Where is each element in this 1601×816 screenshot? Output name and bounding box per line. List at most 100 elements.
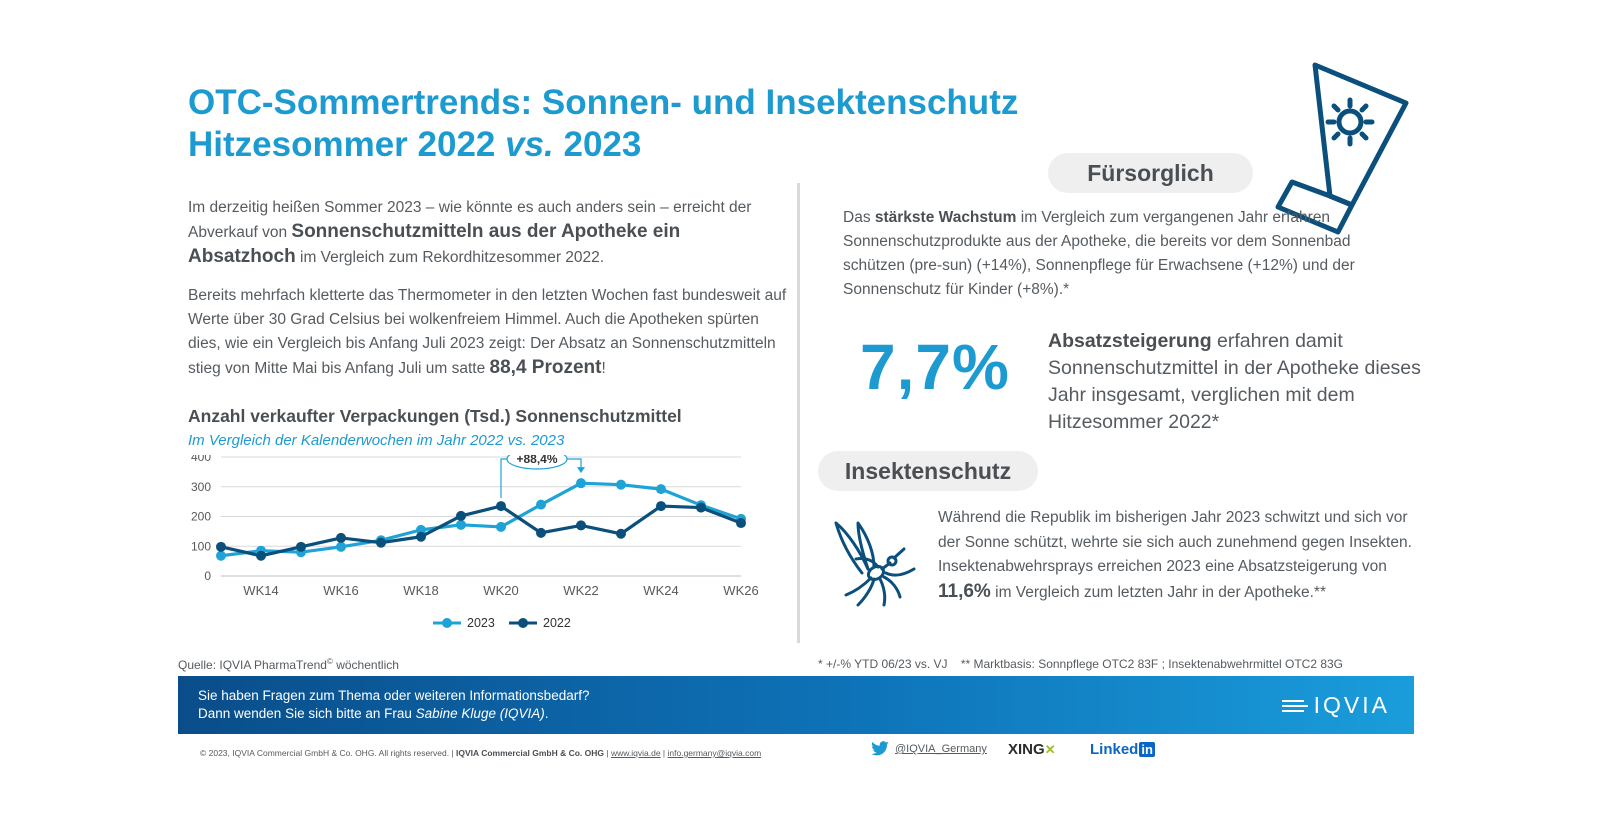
source-suffix: wöchentlich xyxy=(332,658,399,672)
x-tick-label: WK22 xyxy=(563,583,598,598)
y-tick-label: 400 xyxy=(191,455,211,464)
mosquito-icon xyxy=(834,521,916,607)
data-point-2022 xyxy=(656,501,666,512)
data-point-2023 xyxy=(576,478,586,489)
series-line-2023 xyxy=(220,481,742,558)
x-tick-label: WK24 xyxy=(643,583,678,598)
xing-logo: XING xyxy=(1008,741,1045,758)
data-point-2023 xyxy=(656,484,666,495)
highlight-text-bold: Absatzsteigerung xyxy=(1048,330,1212,352)
title-line-2-vs: vs. xyxy=(505,125,554,164)
footer-email-link[interactable]: info.germany@iqvia.com xyxy=(667,748,762,758)
highlight-text: Absatzsteigerung erfahren damit Sonnensc… xyxy=(1048,328,1428,436)
data-point-2022 xyxy=(456,510,466,521)
fuersorglich-text: Das stärkste Wachstum im Vergleich zum v… xyxy=(843,206,1363,302)
intro-p2-bold: 88,4 Prozent xyxy=(489,357,602,378)
source-sup: © xyxy=(326,657,333,666)
chart-title: Anzahl verkaufter Verpackungen (Tsd.) So… xyxy=(188,406,682,426)
intro-p2-b: ! xyxy=(601,360,606,377)
intro-paragraph-1: Im derzeitig heißen Sommer 2023 – wie kö… xyxy=(188,196,788,270)
chart-subtitle: Im Vergleich der Kalenderwochen im Jahr … xyxy=(188,432,565,449)
footer-sep-1: | xyxy=(449,748,457,758)
legend-label: 2023 xyxy=(467,616,495,630)
data-point-2023 xyxy=(536,499,546,510)
pill-insektenschutz: Insektenschutz xyxy=(818,451,1038,491)
data-point-2022 xyxy=(216,541,226,552)
data-point-2023 xyxy=(616,479,626,490)
fuersorglich-text-b: im Vergleich zum vergangenen Jahr erfahr… xyxy=(843,209,1355,298)
x-tick-label: WK16 xyxy=(323,583,358,598)
y-tick-label: 200 xyxy=(191,510,211,524)
footer-copyright: © 2023, IQVIA Commercial GmbH & Co. OHG.… xyxy=(200,748,450,758)
x-tick-label: WK26 xyxy=(723,583,758,598)
insektenschutz-text-a: Während die Republik im bisherigen Jahr … xyxy=(938,509,1412,575)
linkedin-in-icon: in xyxy=(1139,742,1155,757)
pill-fuersorglich: Fürsorglich xyxy=(1048,153,1253,193)
highlight-number: 7,7% xyxy=(860,331,1010,403)
footer-web-link[interactable]: www.iqvia.de xyxy=(610,748,661,758)
footnotes: * +/-% YTD 06/23 vs. VJ ** Marktbasis: S… xyxy=(818,657,1344,671)
data-point-2022 xyxy=(296,541,306,552)
intro-p1-b: im Vergleich zum Rekordhitzesommer 2022. xyxy=(295,249,605,266)
annotation-bubble xyxy=(506,455,568,470)
fuersorglich-text-a: Das xyxy=(843,209,875,226)
data-point-2022 xyxy=(616,528,626,539)
data-point-2022 xyxy=(536,527,546,538)
data-point-2023 xyxy=(336,541,346,552)
line-chart: 0 100 200 300 400 WK14 WK16 WK18 WK20 WK22 WK24 WK2… xyxy=(191,455,759,630)
source-note: Quelle: IQVIA PharmaTrend© wöchentlich xyxy=(178,657,399,672)
data-point-2022 xyxy=(496,501,506,512)
insektenschutz-text-b: im Vergleich zum letzten Jahr in der Apo… xyxy=(990,583,1326,601)
banner-line-1: Sie haben Fragen zum Thema oder weiteren… xyxy=(198,688,590,703)
legend-label: 2022 xyxy=(543,616,571,630)
highlight-text-rest: erfahren damit Sonnenschutzmittel in der… xyxy=(1048,330,1421,433)
banner-line-2: Dann wenden Sie sich bitte an Frau Sabin… xyxy=(198,706,548,721)
y-tick-label: 0 xyxy=(204,569,211,583)
intro-p1-a: Im derzeitig heißen Sommer 2023 – wie kö… xyxy=(188,199,752,241)
data-point-2022 xyxy=(576,520,586,531)
twitter-link[interactable]: @IQVIA_Germany xyxy=(870,741,987,757)
legend-marker-2023 xyxy=(442,618,452,628)
banner-line-2-a: Dann wenden Sie sich bitte an Frau xyxy=(198,706,416,721)
data-point-2023 xyxy=(416,524,426,535)
y-tick-label: 300 xyxy=(191,480,211,494)
series-line-2022 xyxy=(220,504,742,558)
sunscreen-tube-icon xyxy=(1275,62,1409,235)
y-tick-label: 100 xyxy=(191,539,211,553)
data-point-2022 xyxy=(416,531,426,542)
x-tick-label: WK20 xyxy=(483,583,518,598)
source-text: Quelle: IQVIA PharmaTrend xyxy=(178,658,327,672)
linkedin-logo-a: Linked xyxy=(1090,741,1139,758)
data-point-2022 xyxy=(256,550,266,561)
annotation-label: +88,4% xyxy=(516,455,557,466)
intro-p2-a: Bereits mehrfach kletterte das Thermomet… xyxy=(188,287,787,377)
vertical-divider xyxy=(797,183,800,643)
legend-marker-2022 xyxy=(518,618,528,628)
title-line-2-a: Hitzesommer 2022 xyxy=(188,125,506,164)
intro-p1-bold: Sonnenschutzmitteln aus der Apotheke ein… xyxy=(188,221,681,267)
linkedin-link[interactable]: Linked in xyxy=(1090,741,1155,758)
title-line-2-b: 2023 xyxy=(553,125,642,164)
page-title: OTC-Sommertrends: Sonnen- und Insektensc… xyxy=(188,82,1108,166)
banner-line-2-b: . xyxy=(544,706,549,721)
title-line-2: Hitzesommer 2022 vs. 2023 xyxy=(188,124,1108,166)
intro-text: Im derzeitig heißen Sommer 2023 – wie kö… xyxy=(188,196,788,395)
data-point-2022 xyxy=(736,518,746,529)
xing-link[interactable]: XING ✕ xyxy=(1008,741,1056,758)
insektenschutz-text: Während die Republik im bisherigen Jahr … xyxy=(938,506,1418,605)
annotation-arrowhead xyxy=(577,467,585,474)
footer-company: IQVIA Commercial GmbH & Co. OHG xyxy=(456,748,605,758)
title-line-1: OTC-Sommertrends: Sonnen- und Insektensc… xyxy=(188,83,1019,122)
data-point-2023 xyxy=(496,521,506,532)
data-point-2022 xyxy=(336,532,346,543)
xing-x-icon: ✕ xyxy=(1044,741,1056,757)
insektenschutz-text-bold: 11,6% xyxy=(938,580,991,602)
data-point-2022 xyxy=(376,537,386,548)
data-point-2023 xyxy=(216,550,226,561)
footer-sep-3: | xyxy=(660,748,668,758)
twitter-bird-icon xyxy=(871,741,889,756)
x-tick-label: WK14 xyxy=(243,583,278,598)
footer-sep-2: | xyxy=(604,748,611,758)
x-tick-label: WK18 xyxy=(403,583,438,598)
data-point-2023 xyxy=(456,519,466,530)
